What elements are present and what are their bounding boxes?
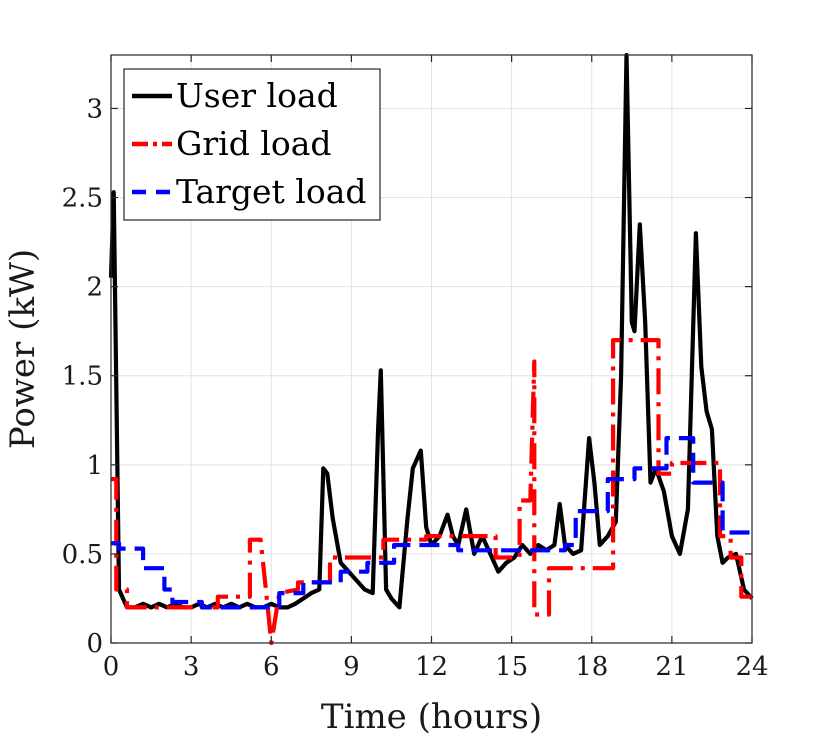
legend-label: Target load	[176, 172, 367, 211]
x-tick-label: 24	[735, 652, 768, 682]
ticks-layer: 0 3 6 9 12 15 18 21 24 0 0.5 1 1.5 2 2.5 3	[62, 55, 769, 682]
x-axis-label: Time (hours)	[321, 697, 542, 737]
legend-label: Grid load	[176, 124, 332, 163]
y-tick-label: 0.5	[62, 540, 103, 570]
y-tick-label: 2	[86, 273, 103, 303]
series-line-grid-load	[111, 338, 752, 646]
x-tick-label: 18	[575, 652, 608, 682]
x-tick-label: 12	[415, 652, 448, 682]
x-tick-label: 6	[263, 652, 280, 682]
legend-label: User load	[176, 76, 338, 115]
y-tick-label: 3	[86, 94, 103, 124]
x-tick-label: 15	[495, 652, 528, 682]
x-tick-label: 3	[183, 652, 200, 682]
series-line-target-load	[111, 436, 752, 610]
x-tick-label: 0	[103, 652, 120, 682]
y-tick-label: 0	[86, 629, 103, 659]
x-tick-label: 21	[655, 652, 688, 682]
y-axis-label: Power (kW)	[3, 249, 43, 449]
x-tick-label: 9	[343, 652, 360, 682]
y-tick-label: 1.5	[62, 362, 103, 392]
series-layer	[108, 52, 754, 646]
y-tick-label: 1	[86, 451, 103, 481]
y-tick-label: 2.5	[62, 184, 103, 214]
legend: User load Grid load Target load	[123, 68, 381, 221]
